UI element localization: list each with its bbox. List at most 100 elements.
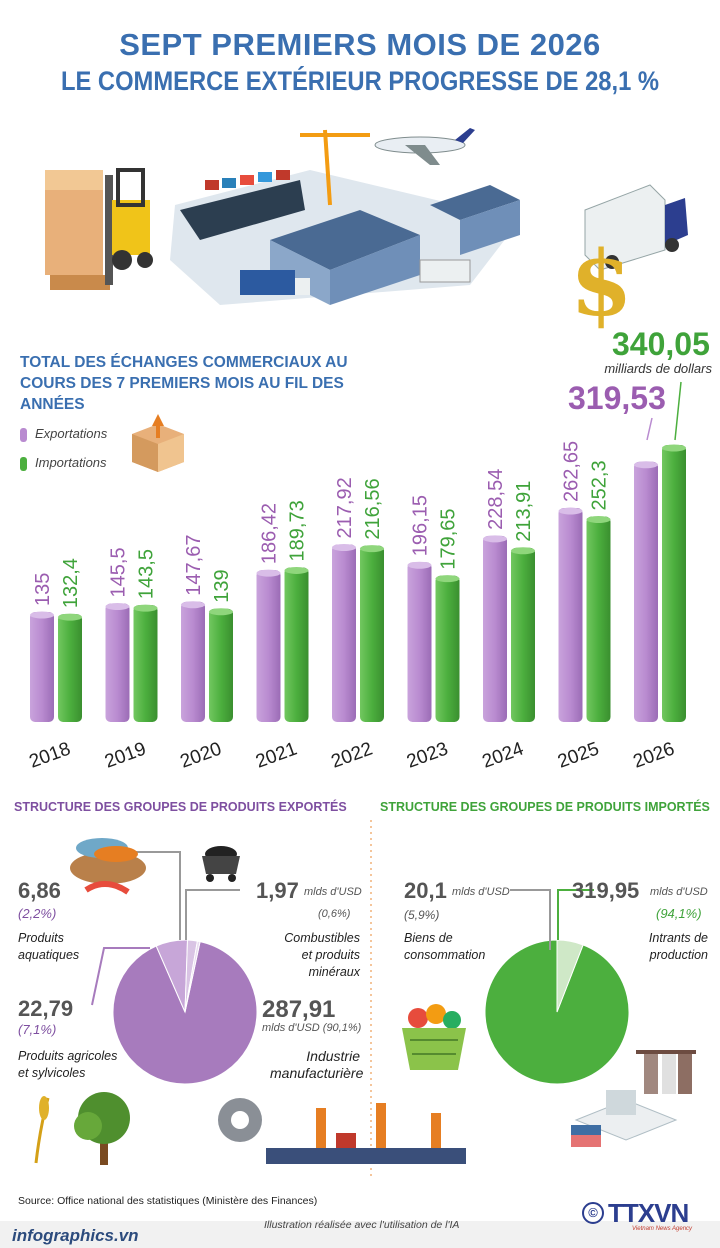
brand-logo: TTXVN: [608, 1198, 689, 1228]
legend-exports: Exportations: [20, 426, 107, 442]
highlight-unit: milliards de dollars: [604, 361, 712, 376]
truck-icon: [584, 184, 688, 271]
x-tick-2026: 2026: [631, 739, 678, 773]
export-callout-line: [646, 417, 653, 441]
data-label-imports-2019: 143,5: [136, 549, 158, 599]
chart-title: TOTAL DES ÉCHANGES COMMERCIAUX AU COURS …: [20, 354, 348, 413]
exports-fuel-pct: (0,6%): [318, 908, 351, 920]
imports-inputs-unit: mlds d'USD: [650, 886, 708, 898]
data-label-exports-2020: 147,67: [183, 535, 205, 596]
bar-exports-2023: [407, 562, 432, 722]
import-callout-line: [674, 381, 682, 441]
bar-cap-imports-2020: [209, 608, 233, 616]
brand-subtitle: Vietnam News Agency: [632, 1226, 693, 1232]
page-title: SEPT PREMIERS MOIS DE 2026: [119, 27, 601, 62]
x-tick-2022: 2022: [329, 739, 376, 773]
coal-cart-icon: [202, 846, 240, 882]
exports-agri-value: 22,79: [18, 996, 74, 1021]
page-subtitle: LE COMMERCE EXTÉRIEUR PROGRESSE DE 28,1 …: [60, 66, 660, 96]
imports-consumer-value: 20,1: [404, 878, 447, 903]
imports-callout-inputs: [557, 889, 594, 940]
bar-cap-imports-2024: [511, 547, 535, 555]
source-note: Source: Office national des statistiques…: [18, 1195, 318, 1207]
data-label-imports-2021: 189,73: [287, 500, 309, 561]
bar-imports-2021: [284, 567, 309, 722]
bar-exports-2022: [332, 544, 356, 722]
bar-exports-2024: [483, 535, 507, 722]
bar-imports-2022: [360, 545, 384, 722]
exports-aquatic-pct: (2,2%): [18, 906, 57, 921]
data-label-exports-2021: 186,42: [259, 503, 281, 564]
ia-note: Illustration réalisée avec l'utilisation…: [264, 1219, 460, 1231]
textile-machine-icon: [571, 1050, 696, 1147]
data-label-exports-2023: 196,15: [410, 495, 432, 556]
imports-consumer-pct: (5,9%): [404, 908, 440, 922]
bar-cap-exports-2024: [483, 535, 507, 543]
site-link[interactable]: infographics.vn: [12, 1226, 139, 1245]
section-divider: [370, 820, 372, 1180]
data-label-exports-2024: 228,54: [485, 469, 507, 530]
bar-cap-exports-2026: [634, 461, 658, 469]
x-tick-2023: 2023: [404, 739, 451, 773]
legend-imports-label: Importations: [35, 455, 107, 470]
data-label-exports-2025: 262,65: [561, 441, 583, 502]
imports-inputs-label: Intrants de production: [648, 931, 708, 962]
factory-robots-icon: [218, 1098, 466, 1164]
exports-structure-title: STRUCTURE DES GROUPES DE PRODUITS EXPORT…: [14, 800, 347, 814]
exports-fuel-label: Combustibles et produits minéraux: [284, 931, 360, 979]
seafood-basket-icon: [70, 838, 146, 895]
grocery-basket-icon: [402, 1004, 466, 1070]
footer-bar: [0, 1221, 720, 1248]
exports-fuel-value: 1,97: [256, 878, 299, 903]
bar-chart: 135 132,4 2018 145,5 143,5 2019 147,67 139 2020 1…: [27, 381, 686, 773]
bar-exports-2018: [30, 612, 54, 722]
bar-cap-exports-2020: [181, 601, 205, 609]
data-label-imports-2023: 179,65: [438, 508, 460, 569]
imports-structure-title: STRUCTURE DES GROUPES DE PRODUITS IMPORT…: [380, 800, 710, 814]
bar-cap-exports-2021: [256, 569, 281, 577]
exports-agri-pct: (7,1%): [18, 1022, 57, 1037]
data-label-imports-2018: 132,4: [60, 558, 82, 608]
bar-exports-2020: [181, 601, 205, 722]
exports-pie-chart: [91, 851, 258, 1085]
legend-swatch-exports: [20, 427, 27, 442]
data-label-imports-2020: 139: [211, 569, 233, 602]
exports-callout-agri: [91, 947, 150, 1006]
box-arrow-icon: [132, 414, 184, 472]
imports-consumer-unit: mlds d'USD: [452, 886, 510, 898]
bar-cap-imports-2026: [662, 444, 686, 452]
imports-consumer-label: Biens de consommation: [404, 931, 486, 962]
exports-pie-slice-3: [184, 940, 201, 1013]
bar-cap-imports-2023: [435, 575, 460, 583]
bar-imports-2018: [58, 614, 82, 722]
bar-cap-imports-2021: [284, 566, 309, 574]
bar-cap-exports-2019: [105, 602, 130, 610]
bar-imports-2019: [133, 605, 158, 722]
copyright-icon: ©: [582, 1202, 604, 1224]
highlight-import-value: 340,05: [612, 326, 710, 362]
bar-exports-2026: [634, 461, 658, 722]
dollar-icon: $: [570, 231, 633, 337]
imports-pie-chart: [484, 889, 630, 1085]
bar-cap-imports-2022: [360, 545, 384, 553]
bar-imports-2025: [586, 516, 611, 722]
bar-cap-imports-2025: [586, 515, 611, 523]
exports-callout-fuel: [185, 889, 240, 940]
bar-exports-2021: [256, 570, 281, 722]
exports-aquatic-value: 6,86: [18, 878, 61, 903]
legend-imports: Importations: [20, 455, 107, 471]
legend-swatch-imports: [20, 456, 27, 471]
exports-fuel-unit: mlds d'USD: [304, 886, 362, 898]
imports-callout-consumer: [510, 889, 551, 950]
trade-illustration: $: [45, 128, 688, 337]
highlight-export-value: 319,53: [568, 380, 666, 416]
x-tick-2019: 2019: [102, 739, 149, 773]
bar-imports-2024: [511, 547, 535, 722]
bar-cap-exports-2018: [30, 611, 54, 619]
agriculture-icon: [34, 1092, 130, 1165]
bar-imports-2023: [435, 575, 460, 722]
forklift-icon: [45, 168, 153, 290]
x-tick-2025: 2025: [555, 739, 602, 773]
bar-cap-imports-2018: [58, 613, 82, 621]
exports-manuf-value: 287,91: [262, 996, 336, 1023]
